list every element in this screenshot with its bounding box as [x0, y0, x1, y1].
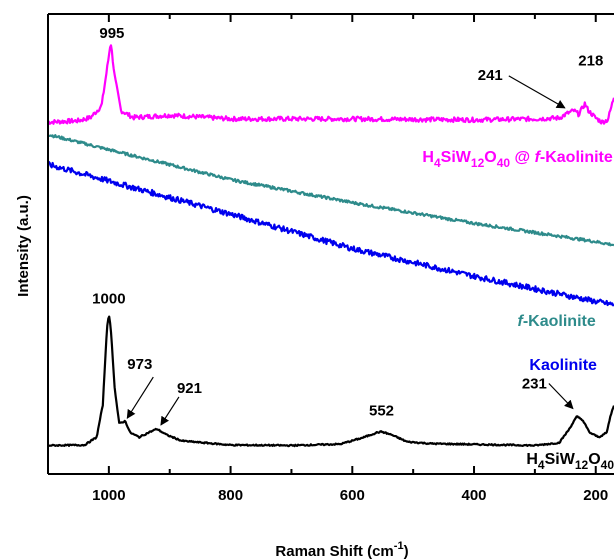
series-layer [47, 44, 614, 448]
peak-arrow [126, 376, 154, 419]
peak-label: 973 [127, 356, 152, 373]
peak-label: 231 [522, 376, 547, 393]
x-tick-label: 400 [462, 487, 487, 504]
peak-arrow [160, 396, 180, 426]
annotation-layer: 995 241 218 1000 973 921 552 231 [92, 25, 603, 426]
series-line-kaol [47, 160, 614, 307]
peak-label: 218 [578, 53, 603, 70]
x-axis-title-main: Raman Shift (cm [275, 543, 393, 560]
peak-label: 921 [177, 380, 202, 397]
series-line-hsiw [47, 315, 614, 448]
peak-arrow [548, 383, 574, 410]
x-tick-label: 800 [218, 487, 243, 504]
x-axis-title: Raman Shift (cm-1) [275, 540, 408, 560]
series-label-kaol: Kaolinite [529, 357, 597, 374]
peak-label: 552 [369, 403, 394, 420]
x-axis-title-suffix: ) [404, 543, 409, 560]
x-tick-label: 200 [583, 487, 608, 504]
x-tick-label: 600 [340, 487, 365, 504]
peak-label: 1000 [92, 290, 125, 307]
series-line-hsiw_kaol [47, 44, 614, 125]
peak-arrow [508, 75, 566, 109]
peak-label: 995 [99, 25, 124, 42]
series-line-f_kaol [47, 134, 614, 247]
x-axis-title-superscript: -1 [394, 540, 404, 552]
peak-label: 241 [478, 67, 503, 84]
series-label-hsiw_kaol: H4SiW12O40 @ f-Kaolinite [422, 149, 612, 170]
series-label-layer: H4SiW12O40 @ f-Kaolinite f-Kaolinite Kaoli… [422, 149, 614, 472]
y-axis-title: Intensity (a.u.) [15, 195, 32, 297]
x-tick-label: 1000 [92, 487, 125, 504]
series-label-hsiw: H4SiW12O40 [526, 451, 614, 472]
axes-layer: 1000 800 600 400 200 [47, 13, 614, 504]
series-label-f_kaol: f-Kaolinite [518, 313, 596, 330]
